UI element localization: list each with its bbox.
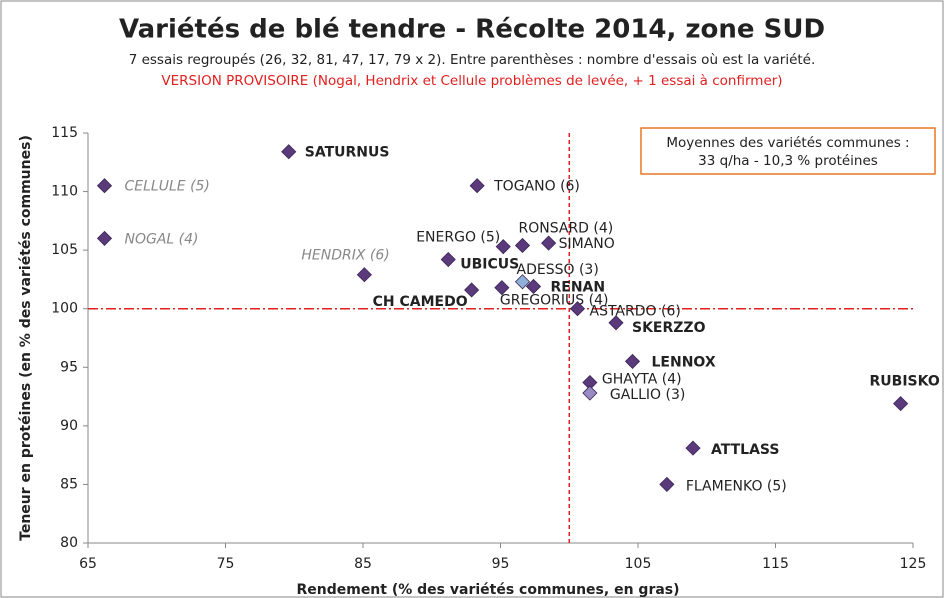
point-label: GHAYTA (4) <box>602 372 682 388</box>
point-label: LENNOX <box>652 354 716 370</box>
point-label: GREGORIUS (4) <box>500 293 609 309</box>
y-tick-label: 85 <box>60 476 78 492</box>
subtitle: 7 essais regroupés (26, 32, 81, 47, 17, … <box>129 52 816 68</box>
y-tick-label: 80 <box>60 535 78 551</box>
point-label: FLAMENKO (5) <box>686 478 787 494</box>
point-label: TOGANO (6) <box>493 179 580 195</box>
annotation-line: 33 q/ha - 10,3 % protéines <box>698 153 878 169</box>
annotation-box <box>640 127 936 175</box>
x-tick-label: 65 <box>79 556 97 572</box>
x-tick-label: 105 <box>625 556 652 572</box>
point-label: ENERGO (5) <box>416 230 500 246</box>
point <box>624 353 641 369</box>
y-tick-label: 95 <box>60 359 78 375</box>
chart-title: Variétés de blé tendre - Récolte 2014, z… <box>119 15 825 45</box>
x-tick-label: 75 <box>217 556 235 572</box>
point <box>469 178 485 194</box>
x-tick-label: 95 <box>492 556 510 572</box>
point-label: SKERZZO <box>632 320 706 336</box>
point <box>608 315 624 331</box>
point <box>514 237 531 254</box>
point <box>356 267 372 283</box>
point-label: RUBISKO <box>870 374 940 390</box>
y-axis-label: Teneur en protéines (en % des variétés c… <box>18 135 34 541</box>
point-label: GALLIO (3) <box>610 387 685 403</box>
point <box>494 280 510 296</box>
y-tick-label: 105 <box>51 242 78 258</box>
point <box>281 144 297 160</box>
x-axis-label: Rendement (% des variétés communes, en g… <box>296 582 679 598</box>
point <box>893 396 909 412</box>
point-label: ASTARDO (6) <box>590 304 681 320</box>
y-tick-label: 90 <box>60 418 78 434</box>
point-label: SATURNUS <box>305 145 390 161</box>
x-tick-label: 115 <box>762 556 789 572</box>
y-tick-label: 115 <box>51 125 78 141</box>
note: VERSION PROVISOIRE (Nogal, Hendrix et Ce… <box>161 73 782 89</box>
point <box>495 239 511 255</box>
point <box>440 251 456 268</box>
point-label: CELLULE (5) <box>125 179 210 195</box>
point <box>525 278 542 295</box>
point <box>96 178 113 194</box>
point-label: ATTLASS <box>711 442 779 458</box>
point-label: SIMANO <box>559 236 615 252</box>
point-label: HENDRIX (6) <box>301 248 389 264</box>
y-tick-label: 110 <box>51 184 78 200</box>
point <box>464 282 480 298</box>
y-tick-label: 100 <box>51 301 78 317</box>
point <box>96 230 113 246</box>
point-label: RENAN <box>551 279 606 295</box>
x-tick-label: 85 <box>354 556 372 572</box>
point-label: UBICUS <box>460 257 519 273</box>
annotation-line: Moyennes des variétés communes : <box>666 135 909 151</box>
point <box>569 301 586 317</box>
point-label: CH CAMEDO <box>373 294 468 310</box>
point-label: NOGAL (4) <box>125 231 199 247</box>
point-label: ADESSO (3) <box>517 262 599 278</box>
point-label: RONSARD (4) <box>519 220 614 236</box>
point <box>541 235 557 251</box>
point <box>582 385 598 401</box>
x-tick-label: 125 <box>900 556 927 572</box>
point <box>685 440 701 456</box>
point <box>659 476 675 492</box>
point <box>514 274 531 290</box>
